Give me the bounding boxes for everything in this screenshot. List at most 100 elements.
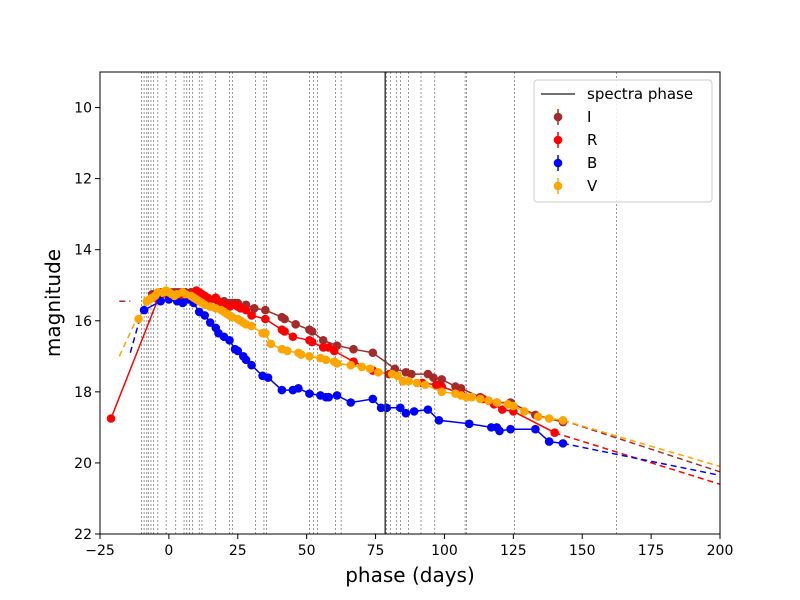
data-point-I bbox=[368, 348, 378, 358]
data-point-V bbox=[420, 380, 430, 390]
data-point-R bbox=[498, 405, 507, 414]
data-point-V bbox=[332, 359, 342, 368]
data-point-V bbox=[346, 360, 356, 370]
y-axis-label: magnitude bbox=[41, 249, 65, 357]
y-tick-label: 20 bbox=[74, 456, 92, 472]
y-tick-label: 10 bbox=[74, 101, 92, 117]
data-point-B bbox=[225, 336, 234, 345]
data-point-V bbox=[261, 328, 270, 338]
data-point-R bbox=[288, 332, 298, 342]
x-tick-label: 0 bbox=[164, 543, 173, 559]
legend-label-I: I bbox=[587, 108, 591, 126]
legend-marker-V bbox=[553, 181, 563, 191]
data-point-R bbox=[550, 428, 559, 438]
x-tick-label: 125 bbox=[500, 543, 527, 559]
x-axis-label: phase (days) bbox=[345, 563, 475, 587]
data-point-V bbox=[283, 346, 292, 356]
data-point-I bbox=[291, 320, 300, 329]
x-tick-label: 150 bbox=[569, 543, 596, 559]
data-point-R bbox=[280, 327, 289, 336]
data-point-V bbox=[475, 394, 485, 404]
x-tick-label: −25 bbox=[85, 543, 115, 559]
x-tick-label: 200 bbox=[707, 543, 734, 559]
data-point-B bbox=[241, 355, 251, 365]
data-point-V bbox=[533, 412, 543, 422]
data-point-B bbox=[205, 318, 215, 327]
data-point-V bbox=[412, 378, 422, 388]
data-point-V bbox=[357, 362, 367, 372]
data-point-B bbox=[305, 389, 314, 398]
data-point-B bbox=[277, 385, 287, 395]
data-point-B bbox=[156, 296, 165, 306]
legend-marker-I bbox=[553, 112, 563, 122]
y-tick-label: 22 bbox=[74, 527, 92, 543]
x-tick-label: 100 bbox=[431, 543, 458, 559]
data-point-I bbox=[318, 336, 328, 345]
data-point-V bbox=[296, 350, 306, 359]
plot-frame bbox=[99, 71, 721, 535]
data-point-V bbox=[305, 352, 314, 361]
data-point-B bbox=[434, 415, 444, 425]
data-point-I bbox=[349, 344, 358, 354]
data-point-B bbox=[263, 373, 273, 382]
data-point-B bbox=[200, 311, 210, 320]
y-tick-label: 16 bbox=[74, 314, 92, 330]
data-point-R bbox=[106, 414, 116, 423]
legend-box bbox=[533, 79, 713, 203]
data-point-B bbox=[324, 392, 334, 402]
y-tick-label: 14 bbox=[74, 243, 92, 259]
data-point-I bbox=[250, 304, 259, 313]
data-point-V bbox=[558, 415, 568, 425]
data-point-V bbox=[437, 387, 446, 397]
data-point-I bbox=[261, 305, 270, 315]
data-point-B bbox=[506, 424, 515, 434]
data-point-B bbox=[382, 403, 391, 413]
data-points bbox=[106, 286, 568, 448]
data-point-V bbox=[520, 407, 529, 416]
data-point-V bbox=[404, 376, 413, 386]
data-point-B bbox=[139, 305, 149, 315]
legend-spectra-label: spectra phase bbox=[587, 85, 693, 103]
data-point-B bbox=[332, 391, 342, 400]
data-point-B bbox=[401, 408, 411, 418]
extrapolation-line-V bbox=[562, 419, 720, 468]
data-point-B bbox=[233, 346, 243, 356]
data-point-B bbox=[558, 439, 568, 448]
data-point-R bbox=[247, 311, 256, 320]
extrapolation-line-I bbox=[562, 419, 720, 473]
data-point-V bbox=[374, 368, 383, 377]
data-point-V bbox=[134, 314, 143, 324]
observation-epoch-lines bbox=[141, 72, 617, 534]
data-point-V bbox=[393, 371, 402, 381]
legend-marker-B bbox=[553, 158, 563, 168]
data-point-B bbox=[409, 407, 419, 416]
x-tick-label: 75 bbox=[367, 543, 385, 559]
x-axis-ticks: −25 0 25 50 75 100 125 150 175 200 bbox=[85, 534, 733, 559]
data-point-I bbox=[307, 327, 317, 336]
data-point-B bbox=[294, 383, 303, 393]
data-point-R bbox=[241, 305, 251, 315]
data-point-V bbox=[365, 364, 375, 374]
data-point-I bbox=[407, 369, 416, 379]
data-point-V bbox=[247, 321, 256, 331]
extrapolation-line-R bbox=[554, 431, 720, 485]
data-point-V bbox=[492, 398, 502, 407]
data-point-B bbox=[396, 403, 405, 413]
extrapolation-line-V bbox=[118, 320, 137, 357]
data-point-B bbox=[346, 398, 356, 407]
y-tick-label: 18 bbox=[74, 385, 92, 401]
x-tick-label: 50 bbox=[298, 543, 316, 559]
y-tick-label: 12 bbox=[74, 172, 92, 188]
data-point-V bbox=[321, 355, 331, 365]
x-tick-label: 25 bbox=[229, 543, 247, 559]
data-point-I bbox=[429, 373, 438, 382]
data-point-V bbox=[467, 392, 477, 402]
data-point-V bbox=[266, 339, 276, 349]
data-point-I bbox=[437, 375, 446, 384]
x-tick-label: 175 bbox=[638, 543, 665, 559]
legend-label-R: R bbox=[587, 131, 597, 149]
extrapolation-line-B bbox=[562, 442, 720, 477]
data-point-B bbox=[531, 424, 540, 434]
